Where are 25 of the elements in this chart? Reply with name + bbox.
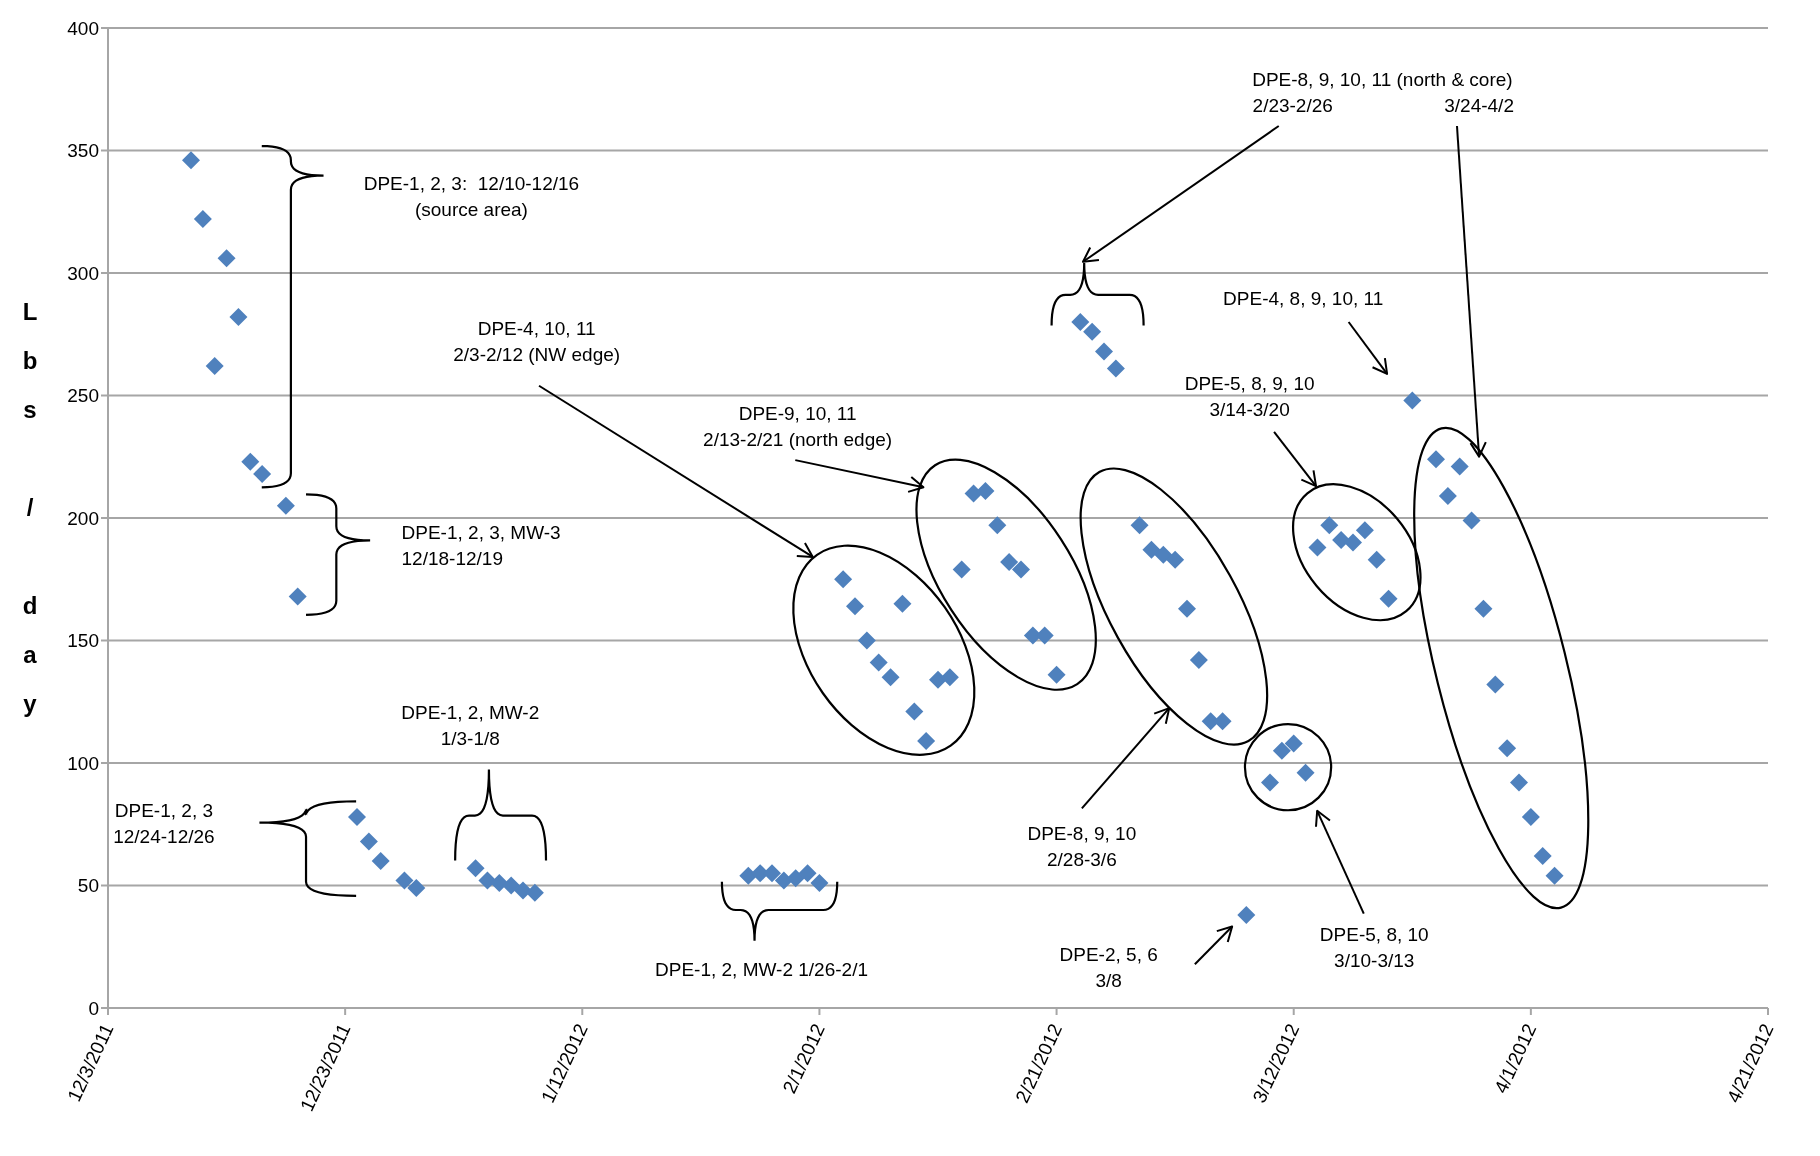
annotation: DPE-8, 9, 10, 11 (north & core) — [1252, 68, 1513, 90]
annotation: DPE-2, 5, 6 3/8 — [1059, 943, 1158, 991]
y-tick-label: 100 — [67, 752, 99, 774]
annotation: 2/23-2/26 — [1252, 94, 1333, 116]
y-axis-title: Lbs / day — [16, 297, 44, 739]
y-tick-label: 300 — [67, 262, 99, 284]
annotation: DPE-1, 2, 3 12/24-12/26 — [113, 799, 215, 847]
annotation: 3/24-4/2 — [1444, 94, 1514, 116]
annotation: DPE-4, 8, 9, 10, 11 — [1223, 288, 1384, 310]
annotation: DPE-1, 2, 3: 12/10-12/16 (source area) — [363, 172, 580, 220]
y-tick-label: 50 — [77, 875, 99, 897]
annotation: DPE-1, 2, 3, MW-3 12/18-12/19 — [401, 522, 561, 570]
annotation: DPE-8, 9, 10 2/28-3/6 — [1027, 823, 1137, 871]
annotation: DPE-5, 8, 9, 10 3/14-3/20 — [1184, 373, 1315, 421]
y-tick-label: 200 — [67, 507, 99, 529]
y-tick-label: 0 — [88, 997, 99, 1019]
y-tick-label: 400 — [67, 17, 99, 39]
y-tick-label: 150 — [67, 630, 99, 652]
annotation: DPE-1, 2, MW-2 1/3-1/8 — [401, 701, 540, 749]
annotation: DPE-9, 10, 11 2/13-2/21 (north edge) — [703, 402, 893, 450]
annotation: DPE-1, 2, MW-2 1/26-2/1 — [655, 959, 868, 981]
y-tick-label: 250 — [67, 385, 99, 407]
annotation: DPE-4, 10, 11 2/3-2/12 (NW edge) — [453, 317, 621, 365]
annotation: DPE-5, 8, 10 3/10-3/13 — [1319, 923, 1429, 971]
y-tick-label: 350 — [67, 140, 99, 162]
